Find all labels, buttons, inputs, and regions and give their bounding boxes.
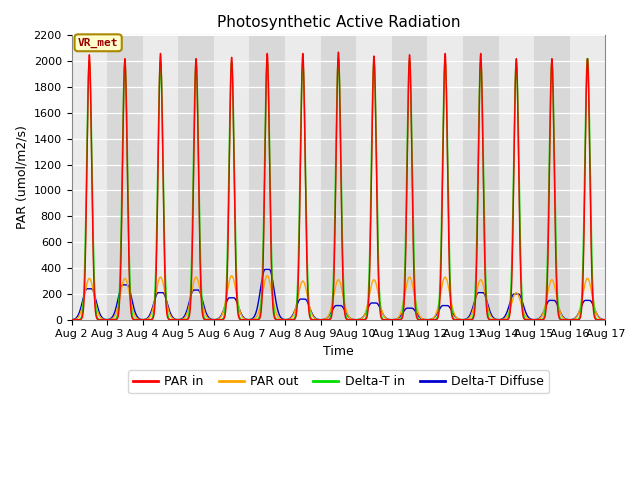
Bar — [72, 36, 107, 320]
Bar — [392, 36, 428, 320]
Legend: PAR in, PAR out, Delta-T in, Delta-T Diffuse: PAR in, PAR out, Delta-T in, Delta-T Dif… — [128, 370, 548, 393]
Bar — [534, 36, 570, 320]
Bar — [499, 36, 534, 320]
Bar — [107, 36, 143, 320]
Bar — [321, 36, 356, 320]
Bar — [570, 36, 605, 320]
Bar — [463, 36, 499, 320]
Bar — [285, 36, 321, 320]
Bar — [179, 36, 214, 320]
Text: VR_met: VR_met — [78, 37, 118, 48]
Bar — [605, 36, 640, 320]
Title: Photosynthetic Active Radiation: Photosynthetic Active Radiation — [216, 15, 460, 30]
Y-axis label: PAR (umol/m2/s): PAR (umol/m2/s) — [15, 126, 28, 229]
Bar — [214, 36, 250, 320]
X-axis label: Time: Time — [323, 345, 354, 358]
Bar — [428, 36, 463, 320]
Bar — [143, 36, 179, 320]
Bar — [250, 36, 285, 320]
Bar — [356, 36, 392, 320]
